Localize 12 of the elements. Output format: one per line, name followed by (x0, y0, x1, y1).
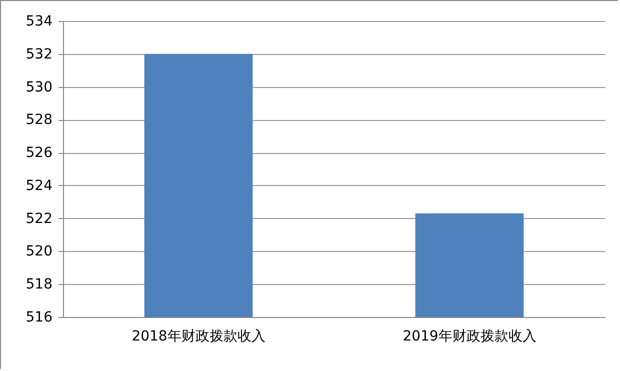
y-tick-label: 522 (26, 210, 52, 227)
y-tick-label: 518 (26, 276, 52, 293)
y-tick-label: 534 (26, 14, 53, 30)
y-tick-label: 532 (26, 46, 52, 62)
y-tick-label: 528 (26, 112, 52, 128)
y-tick-label: 520 (26, 244, 52, 260)
x-tick-label: 2018年财政拨款收入 (132, 328, 266, 344)
y-tick-label: 524 (26, 178, 53, 194)
y-tick-label: 516 (26, 310, 53, 326)
y-tick-label: 530 (26, 79, 52, 96)
x-tick-label: 2019年财政拨款收入 (402, 328, 536, 344)
y-tick-label: 526 (26, 145, 53, 162)
